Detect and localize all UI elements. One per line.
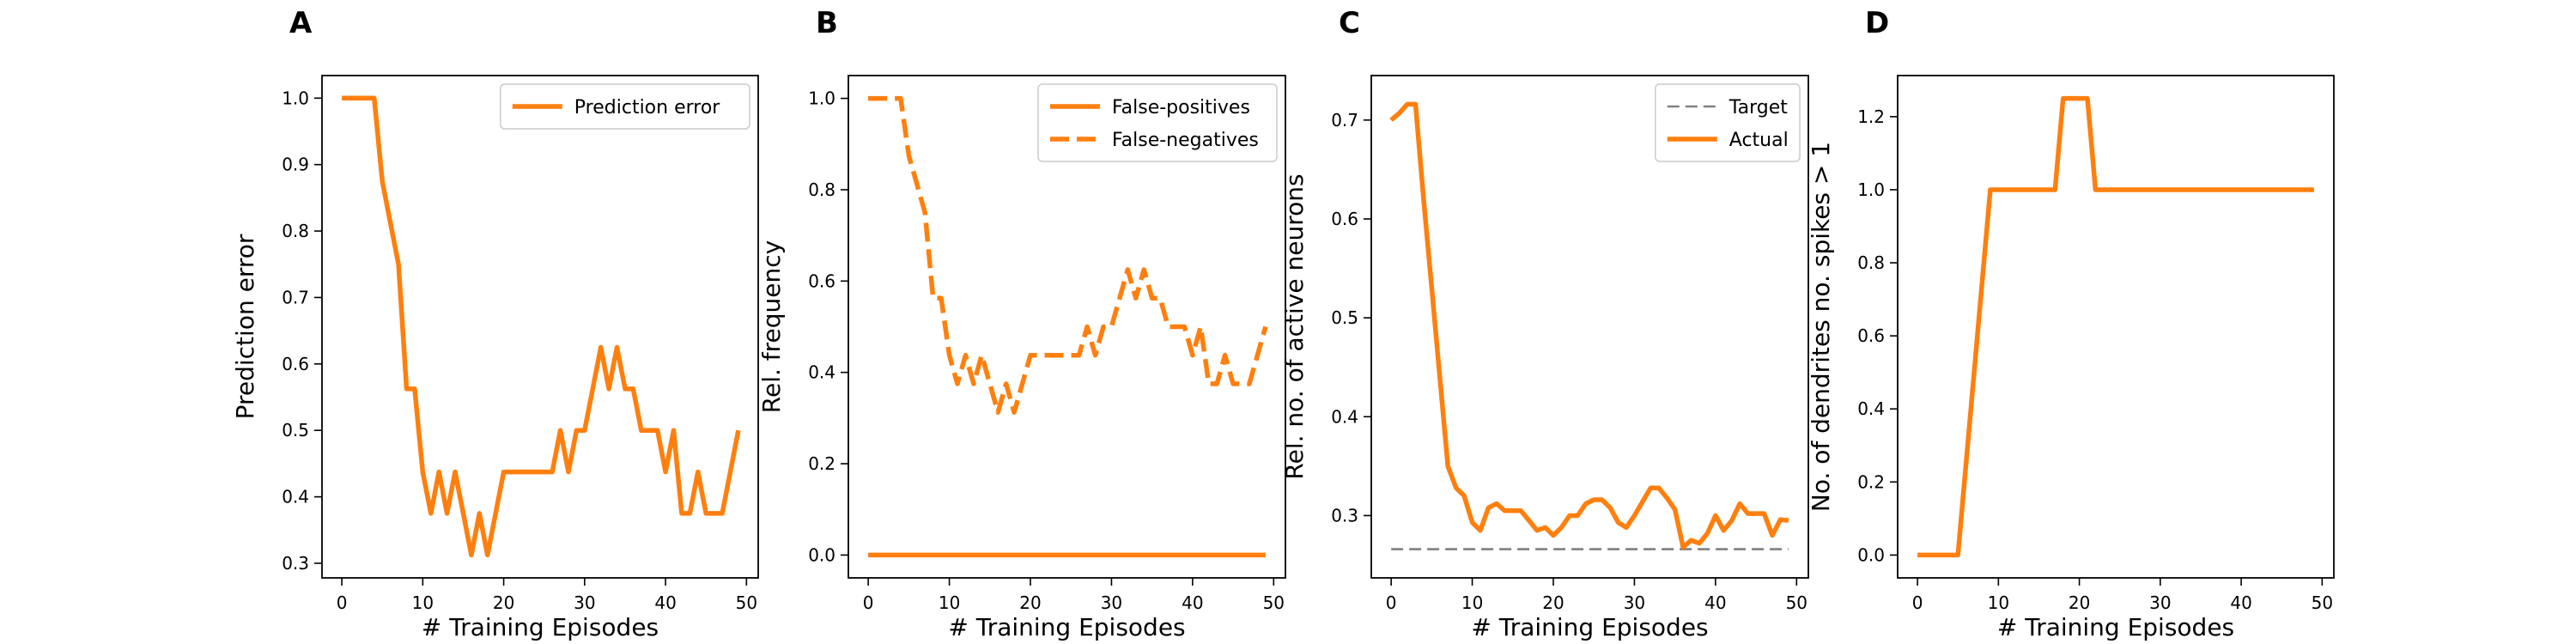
x-tick-label: 50 — [2312, 592, 2333, 613]
panel-letter: C — [1339, 6, 1360, 40]
x-tick-label: 30 — [2149, 592, 2171, 613]
x-tick-label: 20 — [2069, 592, 2090, 613]
x-tick-label: 30 — [1624, 592, 1645, 613]
y-tick-label: 0.2 — [808, 453, 835, 474]
y-tick-label: 0.6 — [1331, 209, 1358, 229]
x-tick-label: 0 — [337, 592, 348, 613]
axes-frame — [321, 75, 759, 579]
x-tick-label: 10 — [412, 592, 434, 613]
y-axis-label: Rel. frequency — [757, 240, 786, 413]
x-axis-label: # Training Episodes — [422, 613, 659, 641]
panel-c: C 0 10 20 30 40 50 0.3 0.4 0.5 0.6 0.7 # Training Ep… — [1280, 6, 1809, 641]
series-line-1 — [1389, 101, 1789, 550]
series-line-0 — [342, 95, 741, 558]
y-tick-label: 0.3 — [282, 553, 309, 574]
y-tick-label: 0.4 — [282, 487, 309, 507]
legend: Target Actual — [1655, 83, 1801, 162]
x-tick-label: 50 — [1263, 592, 1285, 613]
x-tick-label: 10 — [1461, 592, 1483, 613]
legend-box — [1655, 83, 1801, 162]
panel-b: B 0 10 20 30 40 50 0.0 0.2 0.4 0.6 0.8 1.0 # Training… — [757, 6, 1286, 641]
legend: False-positives False-negatives — [1037, 83, 1278, 162]
x-tick-label: 40 — [2230, 592, 2251, 613]
y-tick-label: 0.5 — [1331, 307, 1358, 328]
legend-entry: False-negatives — [1112, 130, 1259, 151]
x-axis-label: # Training Episodes — [1471, 613, 1708, 641]
y-tick-label: 0.0 — [1857, 544, 1885, 565]
y-tick-label: 0.6 — [282, 354, 309, 374]
x-tick-label: 0 — [1912, 592, 1923, 613]
y-tick-label: 0.5 — [282, 420, 309, 440]
x-tick-label: 20 — [493, 592, 514, 613]
x-tick-label: 30 — [1101, 592, 1122, 613]
x-tick-label: 50 — [736, 592, 757, 613]
y-tick-label: 0.8 — [282, 221, 309, 241]
x-tick-label: 0 — [863, 592, 874, 613]
legend-box — [1037, 83, 1278, 162]
y-axis-label: Rel. no. of active neurons — [1280, 173, 1309, 479]
y-tick-label: 1.2 — [1857, 106, 1885, 127]
series-line-1 — [868, 95, 1268, 415]
x-tick-label: 30 — [574, 592, 595, 613]
x-tick-label: 40 — [1182, 592, 1203, 613]
y-tick-label: 0.8 — [808, 179, 835, 200]
y-tick-label: 0.4 — [1331, 406, 1358, 427]
axes-frame — [1370, 75, 1809, 579]
y-tick-label: 0.6 — [808, 270, 835, 291]
panel-a: A 0 10 20 30 40 50 0.3 0.4 0.5 0.6 0.7 0.8 0.9 1.0 # Tr… — [231, 6, 759, 641]
y-axis-label: Prediction error — [231, 234, 259, 419]
x-tick-label: 0 — [1386, 592, 1397, 613]
y-tick-label: 1.0 — [1857, 179, 1885, 200]
x-tick-label: 10 — [939, 592, 960, 613]
x-tick-label: 40 — [654, 592, 676, 613]
y-tick-label: 0.6 — [1857, 325, 1885, 346]
series-line-0 — [1917, 95, 2314, 558]
y-tick-label: 0.4 — [1857, 398, 1885, 419]
x-axis-label: # Training Episodes — [948, 613, 1185, 641]
x-axis-label: # Training Episodes — [1997, 613, 2234, 641]
x-tick-label: 50 — [1786, 592, 1807, 613]
legend-entry: Actual — [1729, 130, 1789, 151]
legend: Prediction error — [500, 83, 750, 130]
panel-d: D 0 10 20 30 40 50 0.0 0.2 0.4 0.6 0.8 1.0 1.2 # Train… — [1807, 6, 2335, 641]
y-tick-label: 0.9 — [282, 155, 309, 175]
x-tick-label: 20 — [1019, 592, 1041, 613]
axes-frame — [1897, 75, 2335, 579]
x-tick-label: 40 — [1704, 592, 1726, 613]
y-tick-label: 1.0 — [808, 88, 835, 109]
x-tick-label: 20 — [1542, 592, 1564, 613]
legend-entry: Prediction error — [574, 97, 720, 118]
y-axis-label: No. of dendrites no. spikes > 1 — [1807, 142, 1835, 512]
y-tick-label: 0.4 — [808, 362, 835, 383]
panel-letter: D — [1865, 6, 1889, 40]
panel-letter: A — [289, 6, 313, 40]
axes-frame — [848, 75, 1286, 579]
panel-letter: B — [816, 6, 838, 40]
y-tick-label: 0.0 — [808, 544, 835, 565]
y-tick-label: 0.7 — [1331, 110, 1358, 131]
y-tick-label: 0.8 — [1857, 252, 1885, 273]
y-tick-label: 0.3 — [1331, 505, 1358, 526]
y-tick-label: 0.7 — [282, 287, 309, 307]
legend-box — [500, 83, 750, 130]
legend-entry: Target — [1728, 97, 1788, 118]
legend-entry: False-positives — [1112, 97, 1250, 118]
y-tick-label: 0.2 — [1857, 471, 1885, 492]
x-tick-label: 10 — [1988, 592, 2009, 613]
y-tick-label: 1.0 — [282, 88, 309, 108]
